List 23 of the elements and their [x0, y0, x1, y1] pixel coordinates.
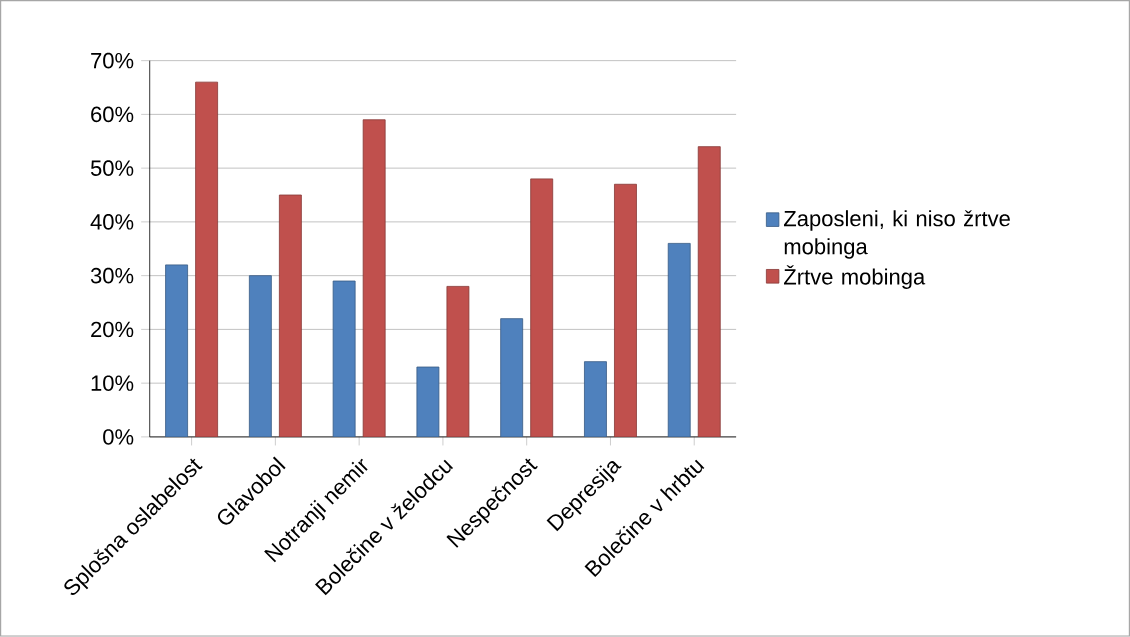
- y-tick-label: 20%: [91, 321, 134, 338]
- y-tick-label: 0%: [103, 429, 134, 445]
- bar: [332, 280, 356, 438]
- bar: [362, 119, 386, 438]
- y-tick-label: 70%: [91, 53, 134, 69]
- bar: [165, 264, 188, 438]
- y-tick-label: 30%: [90, 268, 134, 284]
- y-tick-label: 40%: [90, 214, 134, 230]
- legend-label: Zaposleni, ki niso žrtve mobinga: [784, 210, 1010, 259]
- bar: [446, 286, 470, 438]
- y-tick-label: 50%: [90, 160, 134, 177]
- y-tick-label: 10%: [91, 375, 134, 392]
- bar: [584, 361, 607, 438]
- bar: [614, 184, 637, 438]
- bar: [278, 194, 302, 438]
- y-tick-label: 60%: [91, 106, 134, 123]
- bar: [530, 178, 554, 438]
- bar: [667, 243, 691, 438]
- bar: [248, 275, 272, 438]
- bar: [697, 146, 721, 438]
- bar: [500, 318, 524, 438]
- bar: [195, 81, 219, 438]
- legend-label: Žrtve mobinga: [784, 265, 926, 290]
